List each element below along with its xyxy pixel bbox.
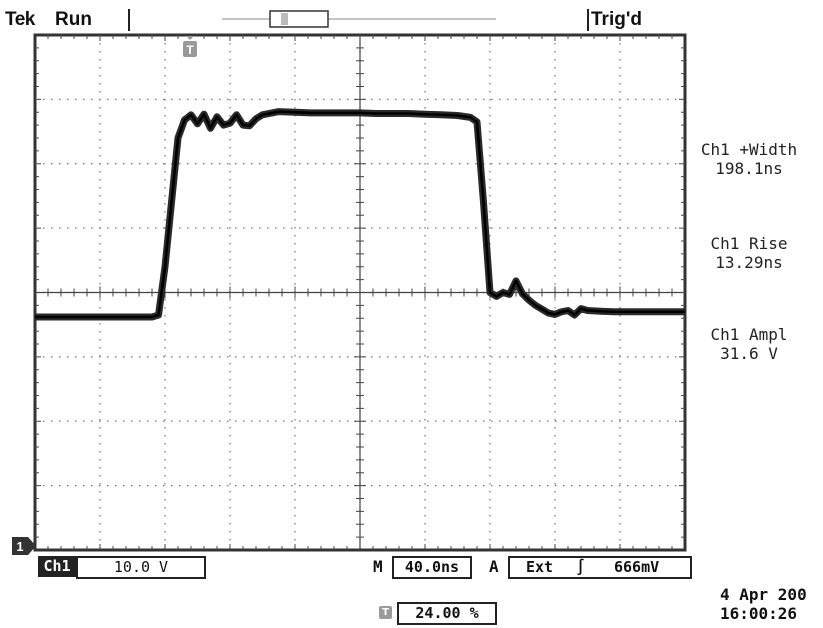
trigger-level: 666mV [614, 558, 660, 576]
horizontal-position-icon: T [379, 606, 392, 619]
date-label: 4 Apr 200 [720, 585, 807, 604]
vertical-scale-readout[interactable]: 10.0 V [76, 556, 206, 579]
horizontal-scale-readout[interactable]: 40.0ns [392, 556, 472, 579]
trigger-marker-label: T [186, 43, 194, 57]
measurement-label: Ch1 +Width [700, 140, 798, 159]
measurement-width: Ch1 +Width 198.1ns [679, 140, 819, 178]
ch1-trace-core [35, 110, 685, 319]
record-window-bracket [269, 10, 329, 28]
measurement-value: 31.6 V [720, 344, 778, 363]
timebase-mode: M [373, 557, 383, 576]
trigger-status: Trig'd [591, 9, 642, 30]
record-length-indicator [222, 10, 496, 28]
channel-tag[interactable]: Ch1 [38, 556, 76, 577]
time-label: 16:00:26 [720, 604, 798, 623]
horizontal-position-readout[interactable]: 24.00 % [397, 602, 497, 625]
trigger-readout[interactable]: Ext ∫ 666mV [508, 556, 692, 579]
measurement-value: 198.1ns [715, 159, 783, 178]
brand-label: Tek [5, 9, 35, 30]
measurement-label: Ch1 Ampl [710, 325, 788, 344]
trigger-position-marker: T [183, 36, 197, 57]
rising-edge-icon: ∫ [576, 558, 586, 576]
channel-ground-marker: 1 [12, 537, 36, 555]
measurement-rise: Ch1 Rise 13.29ns [679, 234, 819, 272]
graticule-grid [35, 35, 685, 550]
ground-marker-label: 1 [16, 539, 23, 554]
measurement-value: 13.29ns [715, 253, 783, 272]
measurement-label: Ch1 Rise [710, 234, 788, 253]
measurement-amplitude: Ch1 Ampl 31.6 V [679, 325, 819, 363]
datetime: 4 Apr 200 16:00:26 [720, 585, 807, 623]
record-trigger-tick [281, 13, 288, 25]
trigger-mode: A [489, 557, 499, 576]
header-divider-right [587, 9, 589, 31]
acquisition-state: Run [55, 9, 92, 30]
trigger-source: Ext [526, 558, 554, 576]
header-divider-left [128, 9, 130, 31]
